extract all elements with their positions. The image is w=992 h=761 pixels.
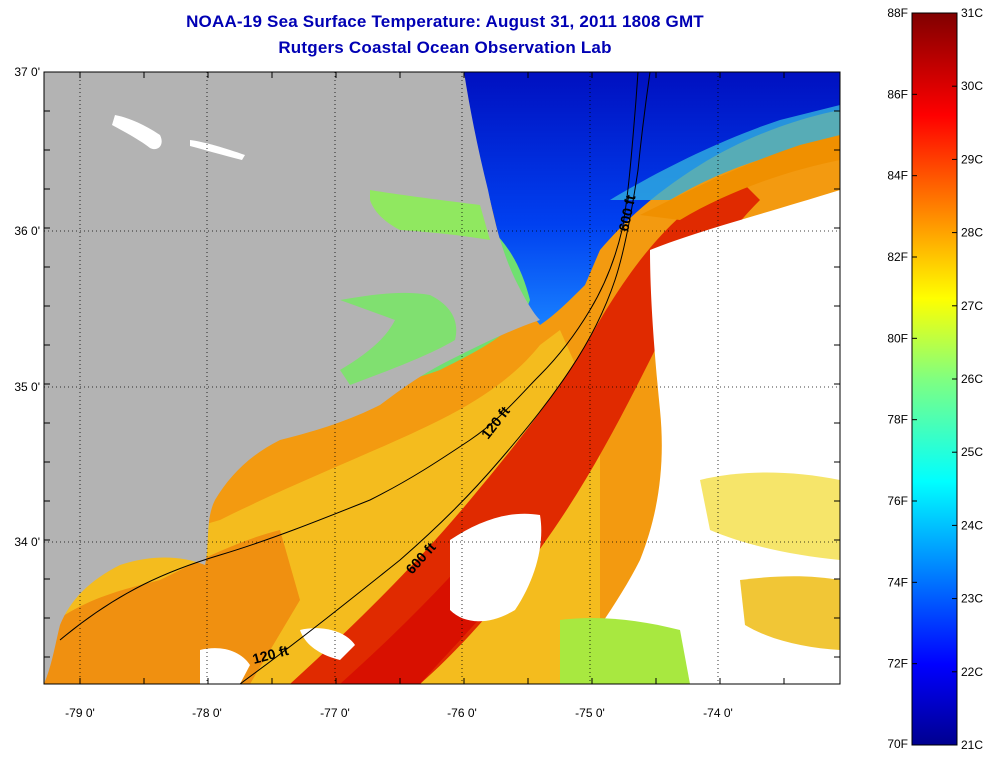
axis-ticks [44,71,840,684]
inland-lake [112,115,162,150]
fahrenheit-label: 72F [887,657,908,671]
fahrenheit-label: 86F [887,87,908,101]
fahrenheit-label: 78F [887,413,908,427]
celsius-label: 31C [961,6,983,20]
map-subtitle: Rutgers Coastal Ocean Observation Lab [278,38,612,57]
cloud-patch-small [300,628,355,660]
celsius-label: 30C [961,79,983,93]
bathymetry-600ft-contour [239,72,651,684]
fahrenheit-label: 82F [887,250,908,264]
latitude-label: 34 0' [14,535,40,549]
colorbar-celsius-labels: 31C 30C 29C 28C 27C 26C 25C 24C 23C 22C 21C [961,6,983,752]
longitude-label: -75 0' [575,706,605,720]
map-plot-area [44,72,840,684]
cloud-gap-warm [700,472,840,560]
colorbar-fahrenheit-labels: 88F 86F 84F 82F 80F 78F 76F 74F 72F 70F [887,6,908,751]
longitude-label: -79 0' [65,706,95,720]
warm-filament [640,135,840,220]
cloud-patch-central [450,513,542,622]
celsius-label: 23C [961,592,983,606]
map-title: NOAA-19 Sea Surface Temperature: August … [186,12,704,31]
cloud-gap-south [740,576,840,650]
fahrenheit-label: 80F [887,331,908,345]
celsius-label: 25C [961,445,983,459]
celsius-label: 22C [961,665,983,679]
south-cloud-gap [560,618,690,684]
coastal-orange-water [44,530,300,684]
celsius-label: 29C [961,152,983,166]
celsius-label: 26C [961,372,983,386]
celsius-label: 28C [961,226,983,240]
celsius-label: 24C [961,518,983,532]
fahrenheit-label: 70F [887,737,908,751]
colorbar-gradient [911,12,958,746]
longitude-label: -76 0' [447,706,477,720]
latitude-label: 35 0' [14,380,40,394]
cloud-patch-southwest [200,648,250,684]
longitude-label: -74 0' [703,706,733,720]
latitude-label: 37 0' [14,65,40,79]
fahrenheit-label: 84F [887,169,908,183]
contour-label-600ft-north: 600 ft [615,193,638,232]
cloud-cover-east [560,190,840,684]
latitude-labels: 37 0' 36 0' 35 0' 34 0' [14,65,40,549]
fahrenheit-label: 76F [887,494,908,508]
longitude-label: -78 0' [192,706,222,720]
graticule [44,72,840,684]
fahrenheit-label: 74F [887,575,908,589]
inland-reservoir [190,140,245,160]
pamlico-sound-water [340,292,457,385]
map-frame [43,71,841,685]
fahrenheit-label: 88F [887,6,908,20]
latitude-label: 36 0' [14,224,40,238]
mixing-front [610,105,840,200]
gulf-stream-core [290,180,760,684]
longitude-labels: -79 0' -78 0' -77 0' -76 0' -75 0' -74 0' [65,706,733,720]
celsius-label: 21C [961,738,983,752]
bathymetry-120ft-contour [59,72,639,641]
longitude-label: -77 0' [320,706,350,720]
albemarle-inlet-water [370,190,490,240]
colorbar-ticks [912,12,957,746]
celsius-label: 27C [961,299,983,313]
